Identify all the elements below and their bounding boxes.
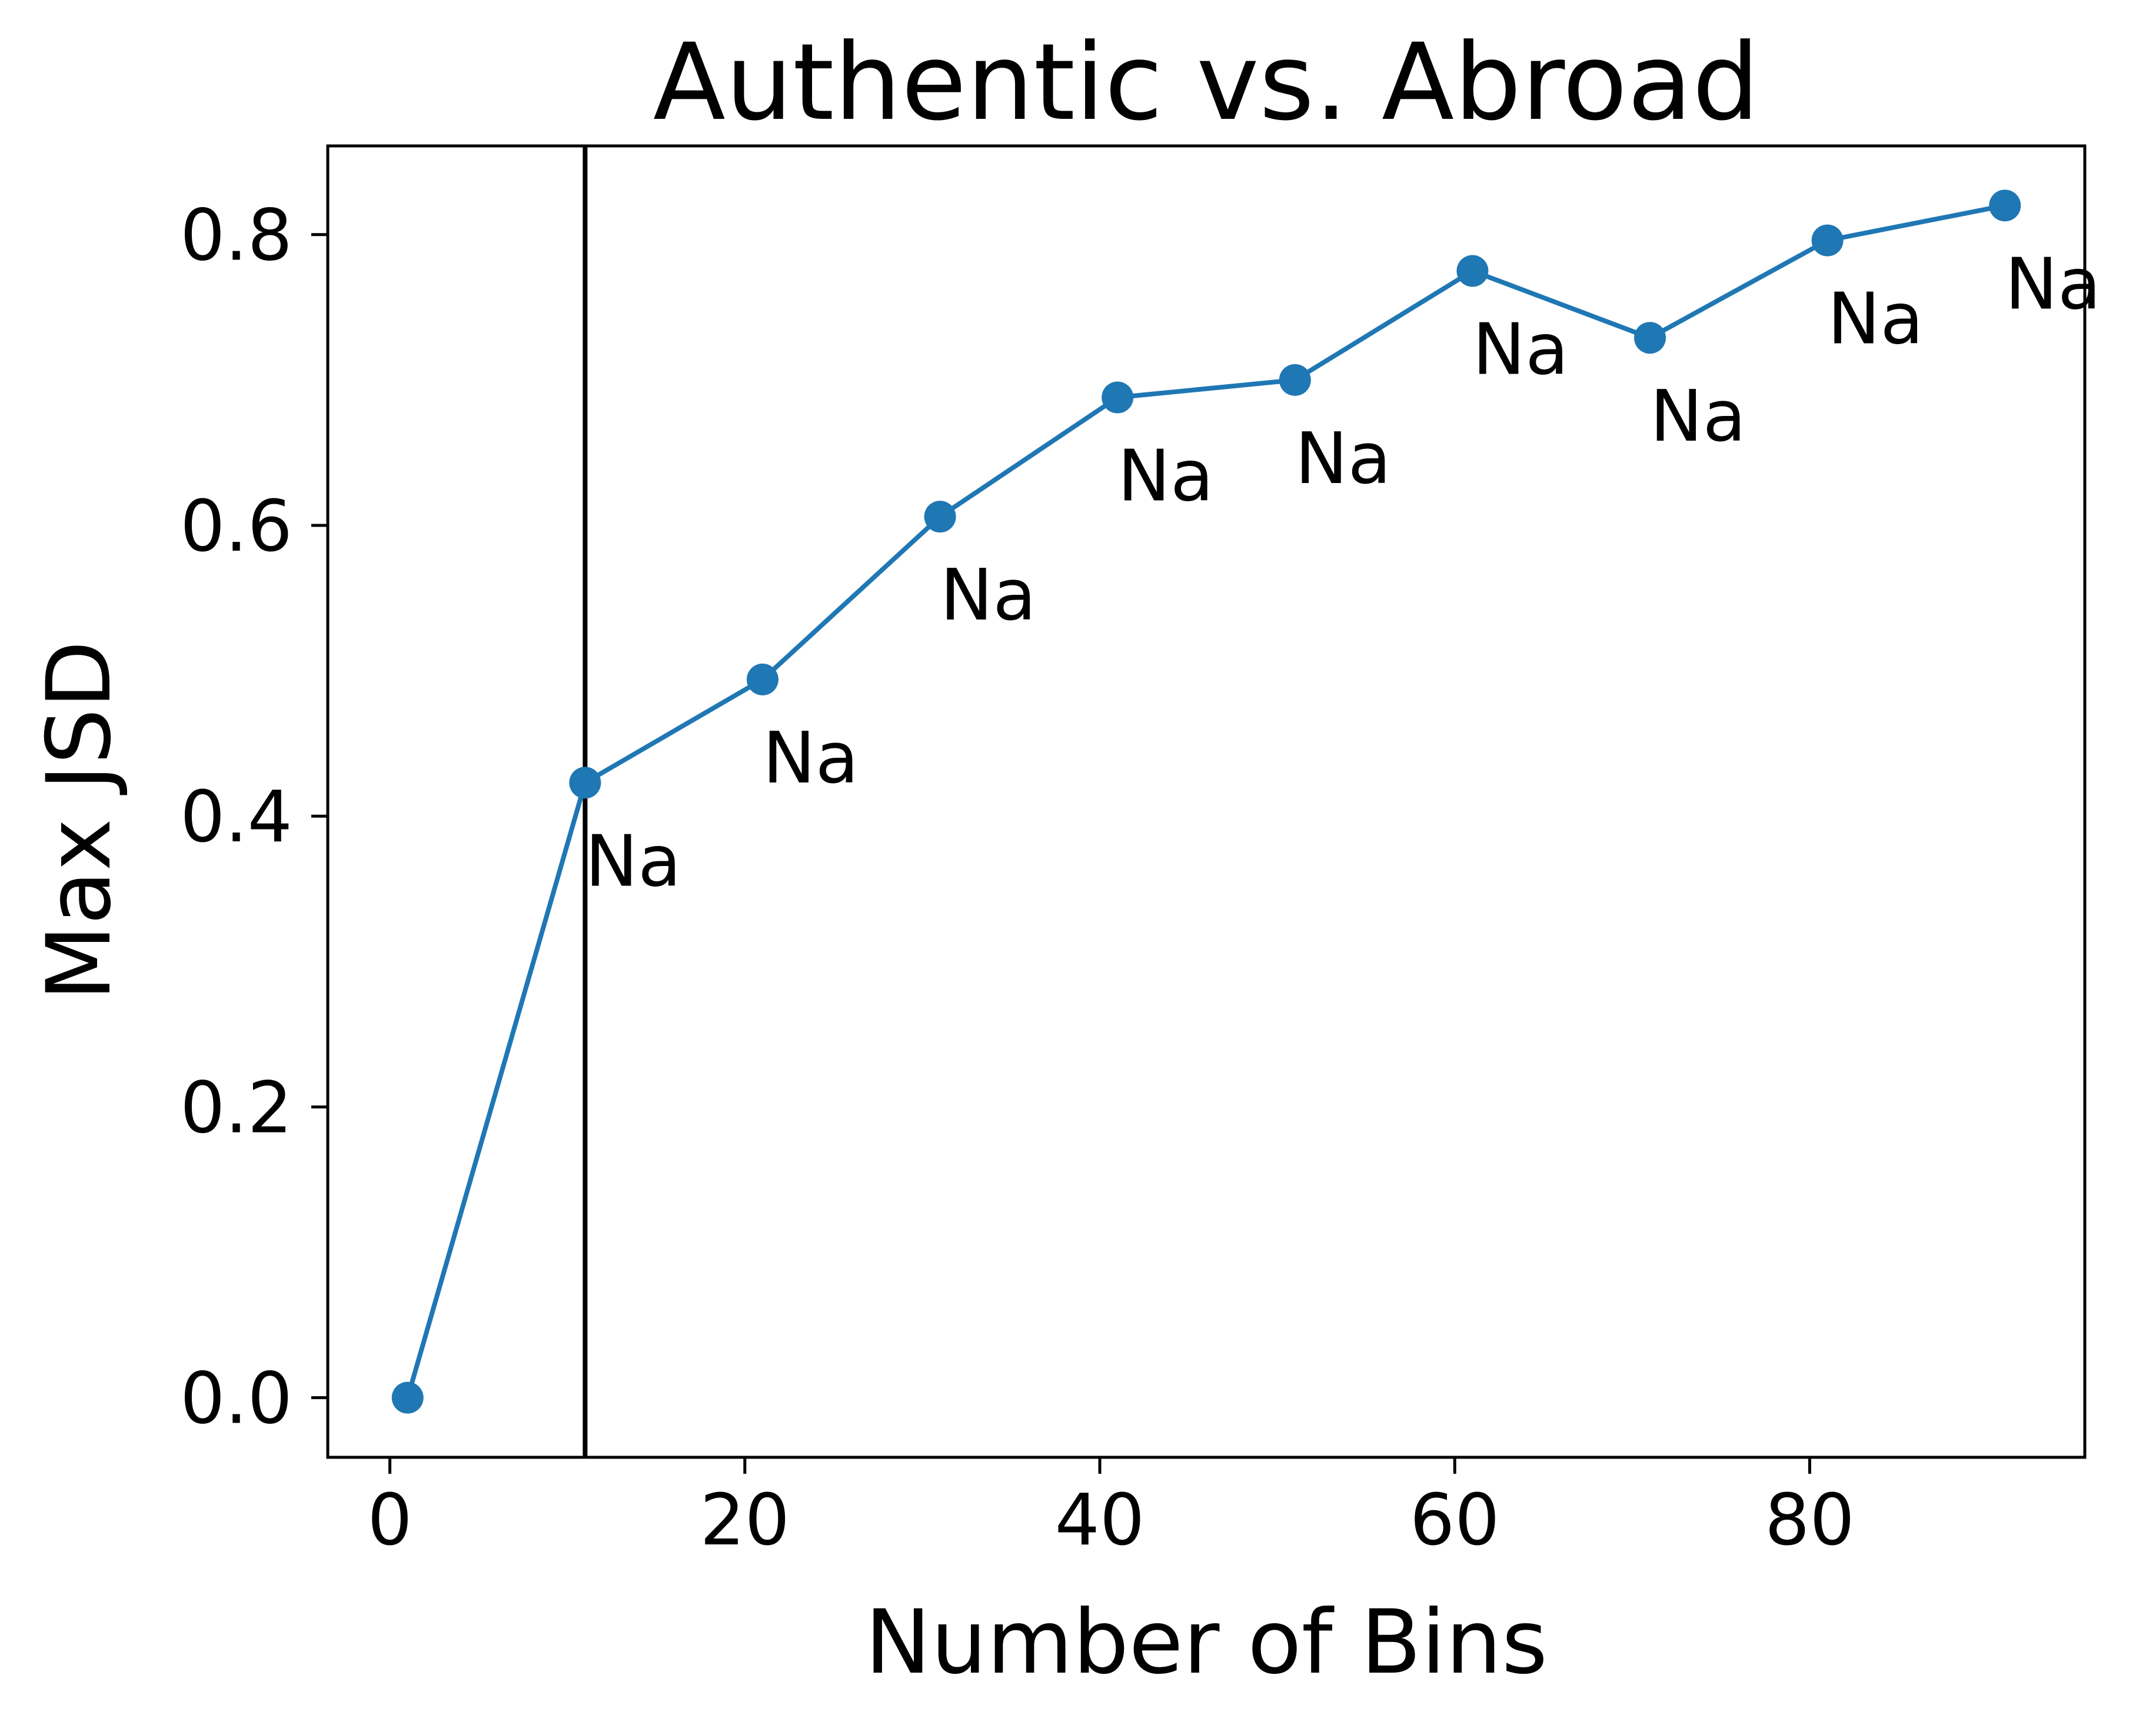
data-point — [1102, 381, 1134, 414]
data-point — [746, 663, 778, 695]
plot-area: 0 20 40 60 80 0.0 0.2 0.4 0.6 0.8 Na Na Na Na Na Na Na Na… — [180, 144, 2101, 1561]
point-annotation: Na — [940, 555, 1036, 637]
point-annotation: Na — [1117, 436, 1213, 518]
y-tick-label: 0.0 — [180, 1358, 292, 1440]
chart-title: Authentic vs. Abroad — [653, 21, 1759, 144]
x-tick-label: 60 — [1410, 1480, 1500, 1561]
plot-frame — [326, 144, 2087, 1459]
point-annotation: Na — [1650, 376, 1746, 458]
data-point — [1634, 322, 1666, 354]
data-point — [924, 501, 956, 533]
point-annotation: Na — [1472, 309, 1568, 391]
data-point — [1811, 224, 1844, 257]
y-tick-label: 0.4 — [180, 777, 292, 858]
x-tick-label: 20 — [700, 1480, 790, 1561]
point-annotation: Na — [585, 821, 681, 903]
data-point — [1989, 189, 2021, 222]
series-line — [405, 203, 2006, 1398]
point-annotation: Na — [2005, 244, 2101, 325]
y-axis-label: Max JSD — [28, 641, 131, 1001]
y-tick-label: 0.8 — [180, 195, 292, 277]
data-point — [569, 767, 601, 799]
data-point — [391, 1381, 424, 1414]
point-annotation: Na — [1295, 418, 1391, 500]
point-annotation: Na — [763, 718, 859, 800]
point-annotation: Na — [1828, 279, 1924, 361]
y-tick-label: 0.2 — [180, 1067, 292, 1149]
x-axis-label: Number of Bins — [865, 1591, 1548, 1694]
x-tick-label: 0 — [367, 1480, 412, 1561]
x-tick-label: 40 — [1055, 1480, 1145, 1561]
data-point — [1456, 255, 1489, 287]
y-tick-label: 0.6 — [180, 486, 292, 568]
x-tick-label: 80 — [1765, 1480, 1855, 1561]
data-point — [1279, 364, 1311, 396]
